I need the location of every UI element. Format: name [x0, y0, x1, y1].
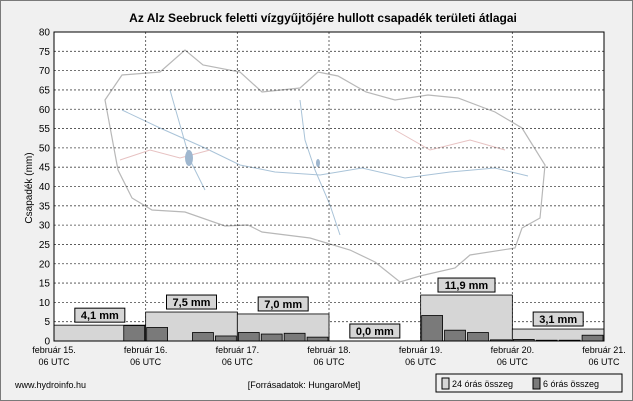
basin-river-tributary: [169, 89, 206, 191]
x-tick-label: 06 UTC: [405, 357, 437, 367]
plot-area: 4,1 mm 7,5 mm 7,0 mm 0,0 mm 11,9 mm 3,1 mm: [53, 31, 605, 342]
data-label-box: [74, 307, 126, 323]
basin-border-line: [394, 129, 506, 151]
y-tick-label: 45: [39, 163, 51, 174]
basin-lake: [316, 159, 320, 167]
x-tick-label: február 18.: [307, 345, 351, 355]
bar-6h: [444, 329, 466, 342]
plot-border: [53, 31, 605, 342]
y-tick-label: 55: [39, 124, 51, 135]
x-tick-label: február 16.: [124, 345, 168, 355]
chart-title: Az Alz Seebruck feletti vízgyűjtőjére hu…: [129, 11, 517, 25]
legend-label-six-hour: 6 órás összeg: [543, 379, 599, 389]
bar-6h: [123, 325, 146, 342]
x-tick-label: 06 UTC: [130, 357, 162, 367]
bar-6h: [146, 327, 168, 342]
y-tick-label: 5: [44, 317, 50, 328]
x-tick-label: 06 UTC: [313, 357, 345, 367]
bar-6h: [215, 335, 237, 342]
bar-6h: [237, 332, 260, 342]
data-label-box: [257, 296, 309, 312]
legend-box: [435, 373, 623, 393]
y-tick-label: 70: [39, 66, 51, 77]
basin-river-tributary: [299, 99, 341, 236]
bar-6h: [283, 332, 306, 342]
data-label-box: [437, 277, 496, 293]
bar-6h: [421, 315, 443, 342]
basin-lake: [185, 150, 193, 166]
x-tick-label: február 19.: [399, 345, 443, 355]
bars: 4,1 mm 7,5 mm 7,0 mm 0,0 mm 11,9 mm 3,1 mm: [53, 277, 605, 342]
source-label: [Forrásadatok: HungaroMet]: [248, 380, 361, 390]
basin-border-line: [119, 149, 211, 161]
y-tick-label: 25: [39, 240, 51, 251]
data-label: 0,0 mm: [356, 326, 394, 338]
data-label: 3,1 mm: [539, 314, 577, 326]
data-label: 4,1 mm: [81, 310, 119, 322]
bar-6h: [467, 332, 489, 342]
data-label: 11,9 mm: [445, 280, 489, 292]
y-tick-label: 60: [39, 105, 51, 116]
x-tick-label: február 20.: [491, 345, 535, 355]
legend: 24 órás összeg 6 órás összeg: [435, 373, 623, 393]
legend-swatch-six-hour: [532, 377, 541, 390]
x-tick-label: február 15.: [32, 345, 76, 355]
y-tick-label: 40: [39, 182, 51, 193]
y-tick-label: 80: [39, 28, 51, 39]
basin-map-background: [104, 49, 546, 283]
bar-6h: [192, 332, 214, 342]
legend-label-daily: 24 órás összeg: [452, 379, 513, 389]
y-axis-ticks: 0 5 10 15 20 25 30 35 40 45 50 55 60 65 70 75 80: [39, 28, 51, 348]
x-tick-label: február 17.: [216, 345, 260, 355]
x-tick-label: 06 UTC: [38, 357, 70, 367]
bar-6h: [306, 336, 329, 342]
y-tick-label: 50: [39, 143, 51, 154]
data-label-box: [349, 323, 401, 339]
plot-background: [54, 32, 604, 341]
y-tick-label: 30: [39, 221, 51, 232]
x-axis-ticks: február 15. 06 UTC február 16. 06 UTC februá…: [32, 345, 626, 367]
data-label: 7,0 mm: [264, 299, 302, 311]
basin-river-main: [121, 109, 529, 179]
website-link[interactable]: www.hydroinfo.hu: [14, 380, 86, 390]
x-tick-label: február 21.: [582, 345, 626, 355]
y-tick-label: 0: [44, 337, 50, 348]
y-tick-label: 15: [39, 279, 51, 290]
x-tick-label: 06 UTC: [497, 357, 529, 367]
y-tick-label: 20: [39, 259, 51, 270]
data-label-box: [166, 294, 217, 310]
data-label-box: [532, 311, 584, 327]
grid-lines: [54, 32, 604, 341]
y-tick-label: 35: [39, 201, 51, 212]
legend-swatch-daily: [441, 377, 450, 390]
y-axis-label: Csapadék (mm): [24, 152, 35, 223]
x-tick-label: 06 UTC: [588, 357, 620, 367]
bar-6h: [260, 333, 283, 342]
x-tick-label: 06 UTC: [222, 357, 254, 367]
y-tick-label: 65: [39, 85, 51, 96]
y-tick-label: 10: [39, 298, 51, 309]
y-tick-label: 75: [39, 47, 51, 58]
bar-6h: [581, 334, 604, 342]
data-label: 7,5 mm: [173, 297, 211, 309]
basin-outline: [104, 49, 546, 283]
